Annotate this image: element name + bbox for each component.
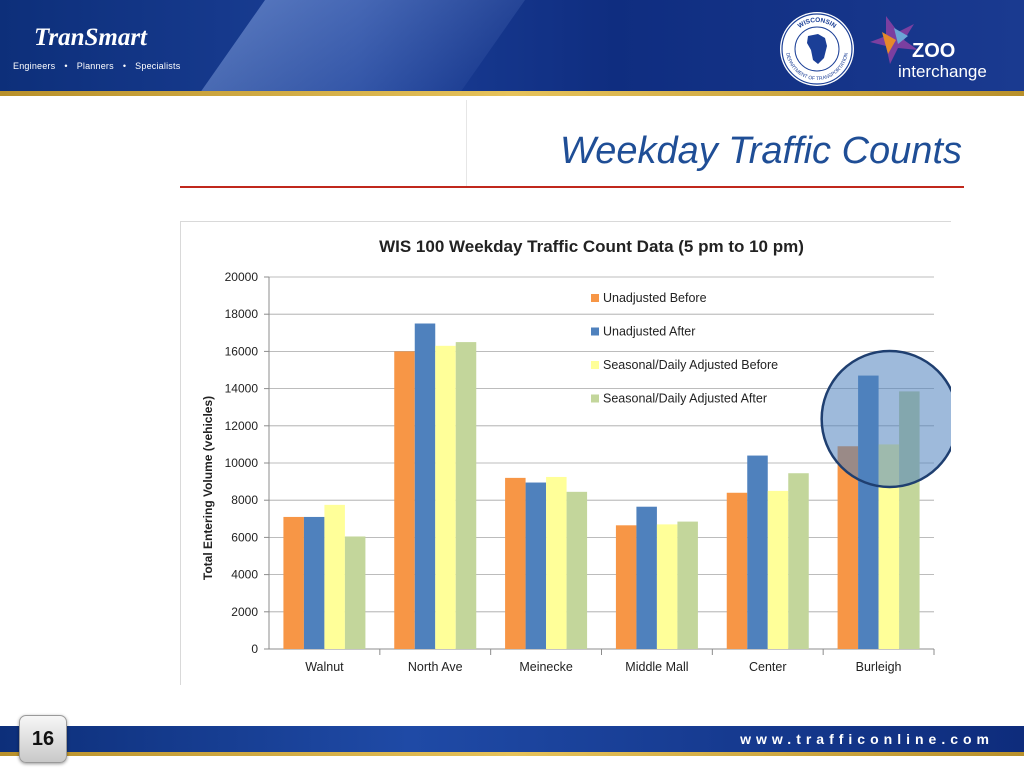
y-tick-label: 16000 bbox=[225, 344, 259, 358]
y-tick-label: 4000 bbox=[231, 568, 258, 582]
title-underline bbox=[180, 186, 964, 188]
legend-swatch bbox=[591, 361, 599, 369]
x-tick-label: Meinecke bbox=[519, 660, 573, 674]
wisdot-seal-logo: WISCONSIN DEPARTMENT OF TRANSPORTATION bbox=[780, 12, 854, 86]
bar-seasonal-daily-adjusted-after-north-ave bbox=[455, 342, 477, 649]
bar-seasonal-daily-adjusted-before-north-ave bbox=[435, 345, 456, 649]
x-tick-label: Walnut bbox=[305, 660, 344, 674]
bar-seasonal-daily-adjusted-after-center bbox=[788, 473, 809, 649]
x-tick-label: Burleigh bbox=[856, 660, 902, 674]
y-axis-label: Total Entering Volume (vehicles) bbox=[201, 396, 215, 580]
legend-swatch bbox=[591, 327, 599, 336]
y-tick-label: 10000 bbox=[225, 456, 259, 470]
bar-seasonal-daily-adjusted-after-meinecke bbox=[566, 491, 588, 649]
y-tick-label: 20000 bbox=[225, 270, 259, 284]
bar-unadjusted-after-center bbox=[747, 455, 768, 649]
zoo-logo-subtitle: interchange bbox=[898, 62, 987, 81]
bar-unadjusted-before-north-ave bbox=[394, 351, 415, 649]
header-swoosh-decoration bbox=[166, 0, 554, 94]
bar-unadjusted-after-walnut bbox=[303, 516, 325, 649]
y-tick-label: 18000 bbox=[225, 307, 259, 321]
traffic-bar-chart: WIS 100 Weekday Traffic Count Data (5 pm… bbox=[201, 237, 951, 674]
bar-unadjusted-before-middle-mall bbox=[615, 525, 637, 649]
highlight-circle-annotation bbox=[820, 349, 951, 489]
zoo-interchange-logo-icon bbox=[870, 16, 918, 64]
bar-seasonal-daily-adjusted-before-center bbox=[767, 490, 789, 649]
y-tick-label: 2000 bbox=[231, 605, 258, 619]
legend-swatch bbox=[591, 294, 599, 302]
chart-frame: WIS 100 Weekday Traffic Count Data (5 pm… bbox=[180, 221, 951, 685]
bar-seasonal-daily-adjusted-before-walnut bbox=[324, 504, 345, 649]
footer-gold-stripe bbox=[0, 752, 1024, 756]
bar-seasonal-daily-adjusted-before-meinecke bbox=[546, 476, 567, 649]
brand-logo-text: TranSmart bbox=[34, 24, 148, 51]
bar-unadjusted-after-north-ave bbox=[414, 323, 436, 649]
legend-label: Seasonal/Daily Adjusted Before bbox=[603, 358, 778, 372]
slide-title: Weekday Traffic Counts bbox=[560, 130, 962, 172]
title-panel bbox=[466, 100, 967, 188]
page-number-badge: 16 bbox=[19, 715, 67, 763]
y-tick-label: 0 bbox=[251, 642, 258, 656]
y-tick-label: 8000 bbox=[231, 493, 258, 507]
tagline-specialists: Specialists bbox=[135, 61, 181, 71]
zoo-logo-word: ZOO bbox=[912, 40, 956, 62]
website-url: www.trafficonline.com bbox=[740, 731, 994, 747]
header-gold-stripe bbox=[0, 91, 1024, 96]
tagline-engineers: Engineers bbox=[13, 61, 56, 71]
bar-unadjusted-after-meinecke bbox=[525, 482, 547, 649]
tagline-planners: Planners bbox=[76, 61, 114, 71]
y-tick-label: 12000 bbox=[225, 419, 259, 433]
legend-label: Unadjusted Before bbox=[603, 291, 707, 305]
tagline-separator: • bbox=[64, 61, 68, 71]
bar-unadjusted-after-middle-mall bbox=[636, 506, 657, 649]
brand-tagline: Engineers • Planners • Specialists bbox=[13, 61, 180, 71]
legend-swatch bbox=[591, 394, 599, 403]
chart-title: WIS 100 Weekday Traffic Count Data (5 pm… bbox=[379, 237, 804, 256]
bar-unadjusted-before-center bbox=[726, 492, 748, 649]
tagline-separator: • bbox=[122, 61, 127, 71]
bar-seasonal-daily-adjusted-before-middle-mall bbox=[656, 524, 678, 649]
footer-bar bbox=[0, 726, 1024, 752]
bar-seasonal-daily-adjusted-before-burleigh bbox=[878, 444, 900, 649]
bar-seasonal-daily-adjusted-after-walnut bbox=[344, 536, 366, 649]
y-tick-label: 14000 bbox=[225, 382, 259, 396]
bar-unadjusted-before-meinecke bbox=[505, 477, 526, 649]
legend-label: Unadjusted After bbox=[603, 325, 695, 339]
x-tick-label: North Ave bbox=[408, 660, 463, 674]
bar-seasonal-daily-adjusted-after-middle-mall bbox=[677, 521, 698, 649]
legend-label: Seasonal/Daily Adjusted After bbox=[603, 392, 767, 406]
bar-unadjusted-before-burleigh bbox=[837, 446, 859, 649]
x-tick-label: Middle Mall bbox=[625, 660, 688, 674]
bar-unadjusted-before-walnut bbox=[283, 516, 304, 649]
y-tick-label: 6000 bbox=[231, 530, 258, 544]
x-tick-label: Center bbox=[749, 660, 787, 674]
